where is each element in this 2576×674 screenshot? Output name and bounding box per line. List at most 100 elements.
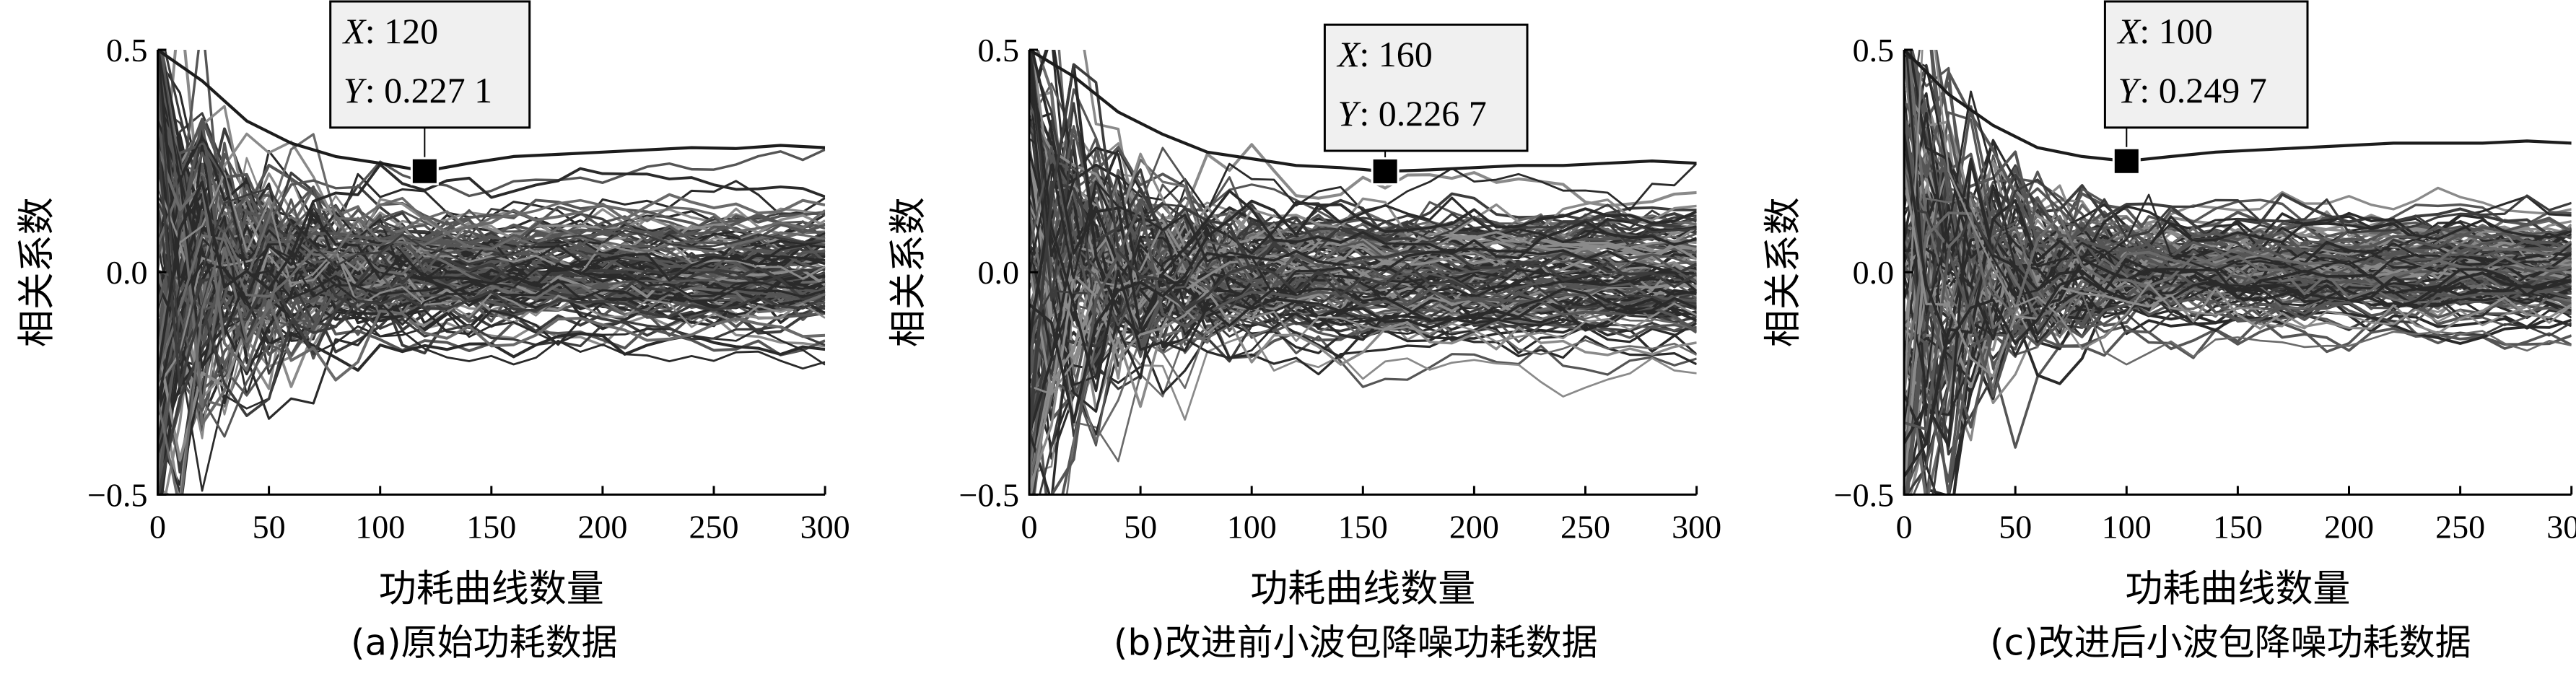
panel-b-trace bbox=[1030, 50, 1697, 359]
panel-c-datatip-y-value: : 0.249 7 bbox=[2139, 70, 2266, 110]
panel-a-trace bbox=[157, 237, 826, 388]
panel-a-trace bbox=[157, 50, 826, 326]
panel-c-highlight-series bbox=[1904, 50, 2572, 163]
panel-c-ytick-top: 0.5 bbox=[1853, 32, 1895, 69]
panel-b-trace bbox=[1029, 199, 1697, 424]
panel-b-trace bbox=[1029, 262, 1697, 411]
panel-c-trace bbox=[1904, 171, 2572, 378]
panel-a: 相关系数 功耗曲线数量 (a)原始功耗数据 0.5 0.0 −0.5 0 50 … bbox=[16, 0, 850, 663]
panel-a-xtick-2: 100 bbox=[355, 508, 405, 545]
panel-b-trace bbox=[1029, 63, 1697, 424]
panel-c-trace bbox=[1904, 50, 2572, 401]
panel-a-trace bbox=[157, 196, 826, 375]
panel-b-trace bbox=[1029, 203, 1697, 333]
panel-b-trace bbox=[1029, 90, 1697, 312]
panel-c-trace bbox=[1904, 54, 2572, 297]
panel-a-trace bbox=[157, 172, 826, 328]
panel-a-ytick-top: 0.5 bbox=[106, 32, 148, 69]
panel-c-trace bbox=[1904, 50, 2572, 260]
panel-a-trace bbox=[157, 240, 826, 416]
panel-c-datatip-x-value: : 100 bbox=[2139, 11, 2212, 51]
panel-a-trace bbox=[157, 178, 826, 324]
panel-a-ytick-mid: 0.0 bbox=[106, 254, 148, 291]
panel-b-datatip[interactable]: X : 160 Y : 0.226 7 bbox=[1323, 23, 1529, 185]
panel-b-trace bbox=[1031, 50, 1697, 330]
panel-b-trace bbox=[1029, 53, 1697, 386]
panel-c-xtick-3: 150 bbox=[2213, 508, 2263, 545]
panel-b-xtick-2: 100 bbox=[1227, 508, 1277, 545]
panel-a-datatip-box bbox=[329, 0, 531, 129]
panel-b-axes bbox=[1028, 50, 1697, 496]
panel-a-trace bbox=[157, 187, 826, 408]
panel-a-ytick-bottom: −0.5 bbox=[87, 476, 147, 513]
panel-c-datatip-marker[interactable] bbox=[2112, 146, 2141, 175]
panel-c-caption: (c)改进后小波包降噪功耗数据 bbox=[1990, 621, 2471, 663]
panel-b-trace bbox=[1029, 50, 1697, 393]
panel-c-ylabel: 相关系数 bbox=[1762, 197, 1805, 347]
panel-b-trace bbox=[1029, 138, 1697, 283]
panel-b-trace bbox=[1031, 192, 1697, 495]
panel-a-ylabel: 相关系数 bbox=[16, 197, 59, 347]
panel-c: 相关系数 功耗曲线数量 (c)改进后小波包降噪功耗数据 0.5 0.0 −0.5… bbox=[1762, 0, 2576, 663]
panel-c-xtick-6: 300 bbox=[2546, 508, 2576, 545]
panel-a-datatip[interactable]: X : 120 Y : 0.227 1 bbox=[329, 0, 531, 185]
panel-b-xtick-6: 300 bbox=[1672, 508, 1721, 545]
panel-c-xtick-0: 0 bbox=[1896, 508, 1913, 545]
panel-c-trace bbox=[1904, 250, 2572, 431]
panel-b-caption: (b)改进前小波包降噪功耗数据 bbox=[1114, 621, 1598, 663]
panel-a-trace bbox=[157, 202, 826, 454]
panel-c-trace bbox=[1904, 178, 2572, 272]
panel-a-trace bbox=[157, 248, 826, 414]
panel-a-trace bbox=[157, 149, 826, 434]
panel-a-trace bbox=[157, 132, 826, 495]
panel-c-datatip[interactable]: X : 100 Y : 0.249 7 bbox=[2103, 0, 2309, 175]
panel-b-trace bbox=[1029, 59, 1697, 291]
panel-b-trace bbox=[1029, 273, 1697, 489]
panel-a-caption: (a)原始功耗数据 bbox=[351, 621, 618, 663]
panel-a-trace bbox=[157, 139, 826, 417]
panel-c-axes bbox=[1903, 50, 2572, 496]
panel-b-datatip-x-label: X bbox=[1336, 34, 1361, 74]
panel-a-highlight-series bbox=[157, 50, 826, 173]
panel-a-xtick-1: 50 bbox=[253, 508, 286, 545]
panel-a-axes bbox=[157, 50, 826, 496]
panel-a-trace bbox=[157, 146, 826, 382]
panel-b-trace bbox=[1029, 145, 1697, 327]
panel-c-xtick-2: 100 bbox=[2102, 508, 2152, 545]
panel-b-trace bbox=[1029, 163, 1697, 299]
panel-b-traces bbox=[1029, 50, 1697, 495]
panel-b-datatip-y-value: : 0.226 7 bbox=[1359, 93, 1486, 134]
panel-b-trace bbox=[1029, 146, 1697, 421]
panel-c-trace bbox=[1905, 50, 2572, 336]
panel-b-datatip-x-value: : 160 bbox=[1359, 34, 1432, 74]
panel-c-trace bbox=[1904, 211, 2572, 387]
panel-c-trace bbox=[1905, 50, 2572, 382]
panel-c-datatip-box bbox=[2103, 0, 2309, 129]
panel-b-datatip-y-label: Y bbox=[1337, 93, 1361, 134]
panel-c-trace bbox=[1907, 50, 2572, 319]
panel-a-trace bbox=[157, 163, 826, 375]
panel-c-trace bbox=[1904, 165, 2572, 325]
panel-a-xlabel: 功耗曲线数量 bbox=[379, 567, 604, 610]
panel-b-datatip-box bbox=[1323, 23, 1529, 152]
panel-b-xtick-5: 250 bbox=[1560, 508, 1610, 545]
panel-b-xtick-0: 0 bbox=[1021, 508, 1038, 545]
panel-b-xtick-3: 150 bbox=[1338, 508, 1388, 545]
panel-a-trace bbox=[157, 120, 826, 369]
panel-b-xlabel: 功耗曲线数量 bbox=[1250, 567, 1475, 610]
panel-c-trace bbox=[1904, 199, 2572, 478]
panel-c-trace bbox=[1911, 50, 2572, 333]
panel-a-datatip-marker[interactable] bbox=[410, 157, 439, 185]
panel-a-xtick-5: 250 bbox=[689, 508, 739, 545]
panel-a-xtick-6: 300 bbox=[800, 508, 850, 545]
panel-a-trace bbox=[157, 253, 826, 495]
panel-b-trace bbox=[1030, 50, 1697, 325]
panel-a-datatip-y-label: Y bbox=[344, 70, 367, 110]
panel-c-xlabel: 功耗曲线数量 bbox=[2125, 567, 2350, 610]
panel-a-trace bbox=[157, 148, 826, 387]
panel-b-datatip-marker[interactable] bbox=[1371, 157, 1400, 185]
panel-a-trace bbox=[157, 133, 826, 495]
panel-b-xtick-1: 50 bbox=[1124, 508, 1157, 545]
panel-b: 相关系数 功耗曲线数量 (b)改进前小波包降噪功耗数据 0.5 0.0 −0.5… bbox=[887, 23, 1721, 663]
panel-c-trace bbox=[1904, 106, 2572, 445]
